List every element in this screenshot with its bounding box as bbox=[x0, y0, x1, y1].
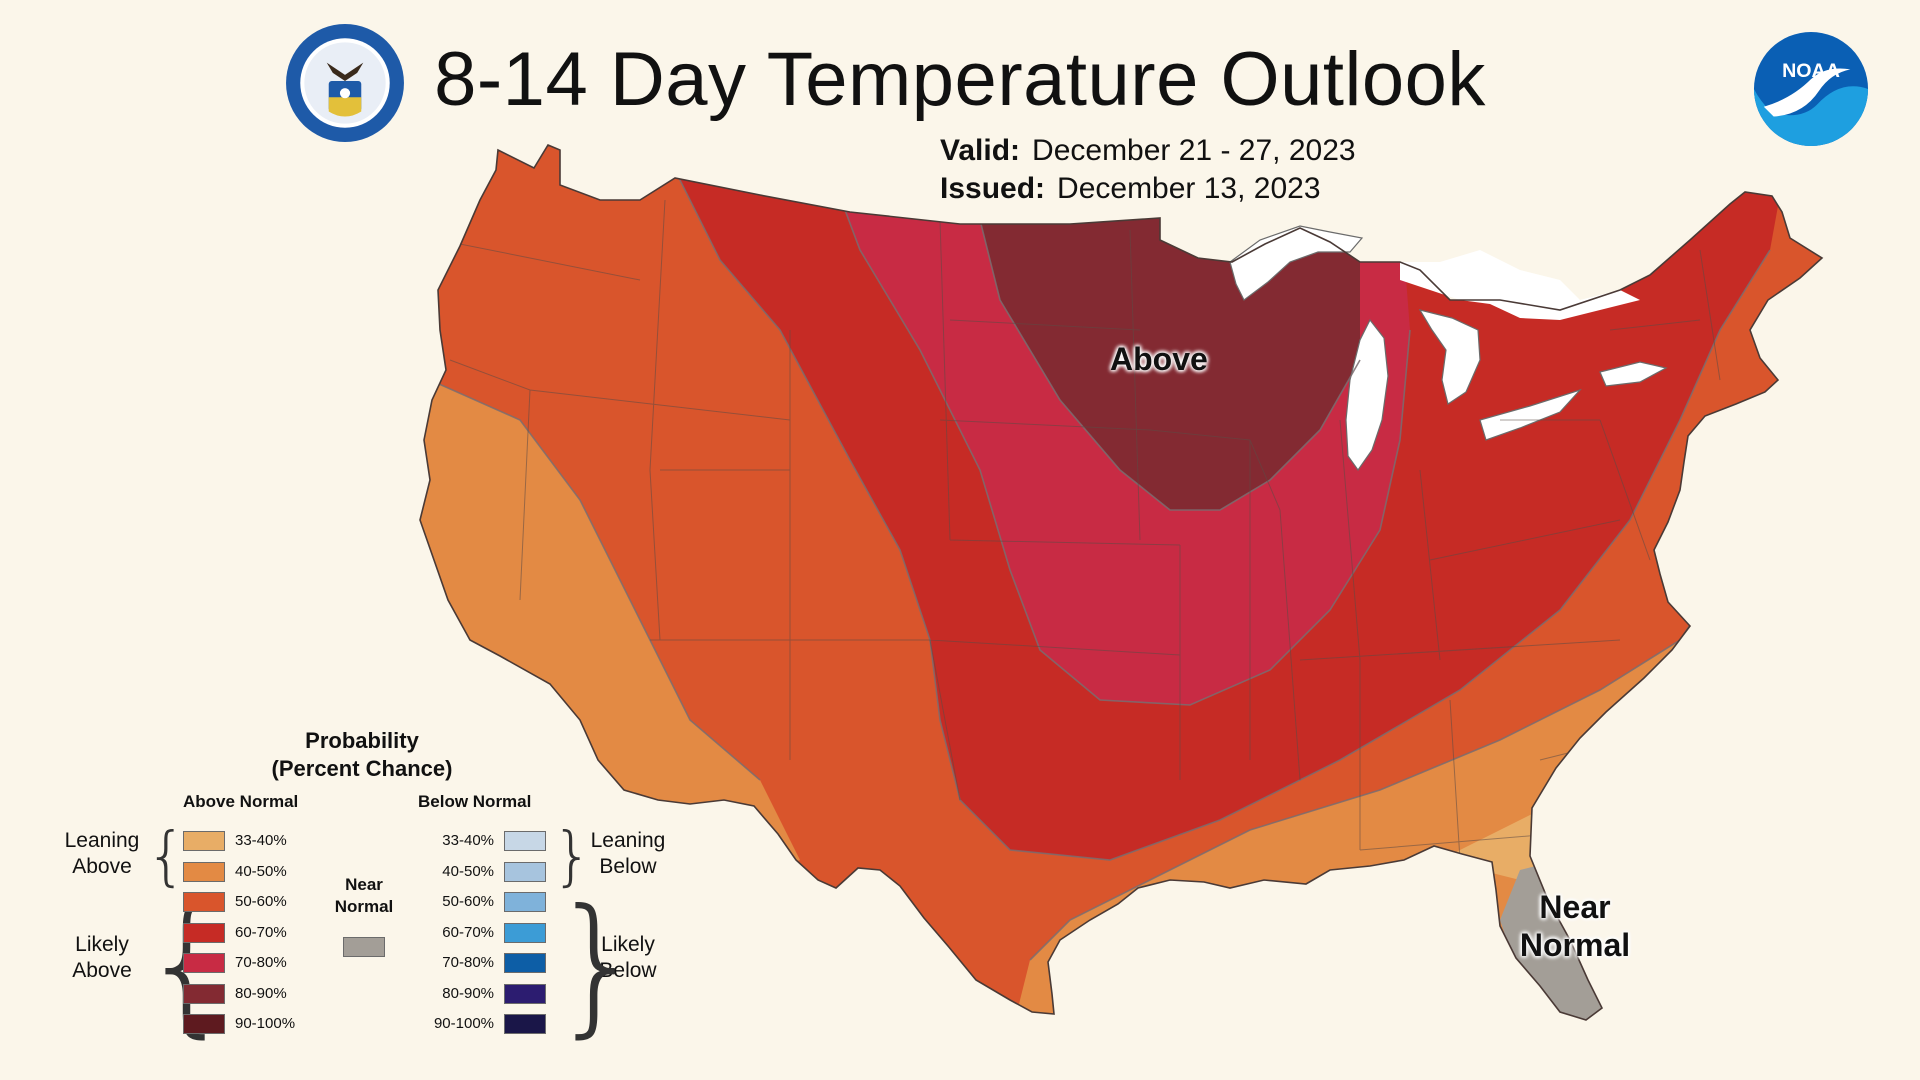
issued-line: Issued: December 13, 2023 bbox=[940, 170, 1356, 208]
below-swatch-4 bbox=[504, 953, 546, 973]
above-swatch-0 bbox=[183, 831, 225, 851]
legend-title-2: (Percent Chance) bbox=[271, 756, 453, 781]
doc-seal-icon bbox=[286, 24, 404, 142]
lake-ontario bbox=[1599, 361, 1668, 387]
below-swatch-5 bbox=[504, 983, 546, 1004]
near-normal-legend-label: Near Normal bbox=[316, 874, 412, 918]
below-swatch-label-2: 50-60% bbox=[442, 893, 494, 910]
near-normal-legend-line1: Near bbox=[345, 875, 383, 894]
issued-value: December 13, 2023 bbox=[1057, 172, 1321, 205]
above-swatch-4 bbox=[183, 953, 225, 973]
likely-above-label: Likely Above bbox=[52, 932, 152, 984]
above-swatch-5 bbox=[183, 983, 225, 1004]
above-label: Above bbox=[1110, 341, 1208, 377]
likely-below-line2: Below bbox=[599, 959, 657, 982]
date-info: Valid: December 21 - 27, 2023 Issued: Dece… bbox=[940, 132, 1356, 208]
below-swatch-label-0: 33-40% bbox=[442, 832, 494, 849]
above-swatch-label-2: 50-60% bbox=[235, 893, 287, 910]
below-swatch-label-3: 60-70% bbox=[442, 923, 494, 941]
probability-legend: Probability (Percent Chance) Above Norma… bbox=[0, 720, 720, 1060]
above-swatch-label-0: 33-40% bbox=[235, 832, 287, 849]
below-swatch-label-5: 80-90% bbox=[442, 984, 494, 1002]
above-swatch-3 bbox=[183, 922, 225, 943]
below-normal-header: Below Normal bbox=[418, 792, 532, 811]
above-swatch-1 bbox=[183, 861, 225, 882]
above-swatch-label-5: 80-90% bbox=[235, 984, 287, 1002]
leaning-above-label: Leaning Above bbox=[52, 828, 152, 880]
noaa-logo-icon: NOAA bbox=[1753, 31, 1869, 147]
below-swatch-label-6: 90-100% bbox=[433, 1015, 494, 1032]
great-lakes bbox=[1229, 225, 1668, 472]
state-boundaries bbox=[439, 199, 1721, 861]
valid-label: Valid: bbox=[940, 134, 1021, 167]
likely-below-brace: } bbox=[550, 878, 646, 1052]
lake-huron bbox=[1418, 309, 1481, 405]
above-swatch-label-6: 90-100% bbox=[235, 1015, 296, 1032]
above-swatch-label-1: 40-50% bbox=[235, 862, 287, 880]
near-normal-legend-line2: Normal bbox=[334, 897, 394, 916]
near-normal-line2: Normal bbox=[1519, 927, 1631, 963]
above-swatch-label-4: 70-80% bbox=[235, 954, 287, 971]
valid-value: December 21 - 27, 2023 bbox=[1032, 134, 1356, 167]
above-swatch-6 bbox=[183, 1014, 225, 1034]
below-swatch-0 bbox=[504, 831, 546, 851]
likely-below-line1: Likely bbox=[601, 933, 655, 956]
valid-line: Valid: December 21 - 27, 2023 bbox=[940, 132, 1356, 170]
likely-above-line2: Above bbox=[72, 959, 132, 982]
near-normal-label: Near Normal bbox=[1505, 888, 1645, 964]
below-swatch-1 bbox=[504, 861, 546, 882]
likely-below-label: Likely Below bbox=[578, 932, 678, 984]
below-swatch-label-1: 40-50% bbox=[442, 862, 494, 880]
likely-above-line1: Likely bbox=[75, 933, 129, 956]
below-swatch-label-4: 70-80% bbox=[442, 954, 494, 971]
leaning-below-label: Leaning Below bbox=[578, 828, 678, 880]
leaning-above-line1: Leaning bbox=[64, 829, 140, 852]
above-swatch-label-3: 60-70% bbox=[235, 923, 287, 941]
leaning-below-brace: } bbox=[552, 820, 593, 894]
below-swatch-3 bbox=[504, 922, 546, 943]
page-title: 8-14 Day Temperature Outlook bbox=[434, 37, 1486, 122]
leaning-below-line2: Below bbox=[599, 855, 657, 878]
contour-lines bbox=[429, 145, 1771, 961]
noaa-text: NOAA bbox=[1782, 60, 1840, 82]
lake-erie bbox=[1479, 388, 1582, 441]
leaning-above-line2: Above bbox=[72, 855, 132, 878]
near-normal-line1: Near bbox=[1539, 889, 1611, 925]
legend-title-1: Probability bbox=[305, 728, 419, 753]
us-outline bbox=[419, 143, 1824, 1021]
lake-michigan bbox=[1345, 318, 1389, 472]
above-swatch-2 bbox=[183, 892, 225, 912]
below-swatch-6 bbox=[504, 1014, 546, 1034]
above-normal-header: Above Normal bbox=[183, 792, 299, 811]
issued-label: Issued: bbox=[940, 172, 1046, 205]
below-swatch-2 bbox=[504, 892, 546, 912]
leaning-above-brace: { bbox=[146, 820, 187, 894]
leaning-below-line1: Leaning bbox=[590, 829, 666, 852]
near-normal-swatch bbox=[343, 937, 385, 957]
